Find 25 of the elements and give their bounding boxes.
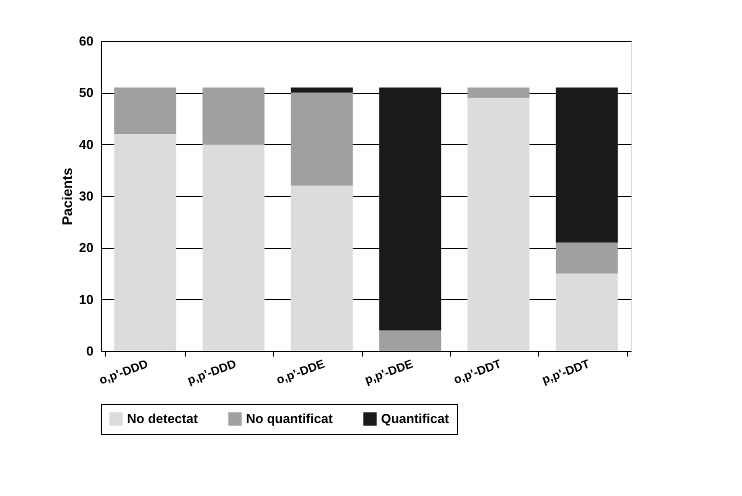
bar (114, 134, 176, 351)
bar (290, 88, 353, 93)
bar (468, 88, 530, 98)
legend-label: No detectat (127, 411, 198, 426)
legend-label: No quantificat (246, 411, 334, 426)
bar (556, 242, 618, 274)
bar (114, 88, 176, 134)
y-tick-label: 60 (79, 34, 94, 48)
y-tick-label: 50 (79, 85, 94, 100)
bar (379, 330, 442, 351)
bar (556, 274, 618, 351)
bar (556, 88, 618, 242)
y-tick-label: 40 (79, 136, 94, 152)
y-axis-title: Pacients (59, 167, 76, 226)
y-tick-label: 30 (79, 188, 94, 204)
bar (202, 88, 264, 144)
y-tick-label: 20 (79, 240, 94, 256)
bar (290, 186, 353, 351)
y-tick-label: 10 (79, 292, 94, 307)
bar (468, 98, 530, 351)
bar (202, 144, 264, 351)
y-tick-label: 0 (86, 344, 94, 358)
legend-label: Quantificat (381, 411, 450, 426)
bar (290, 92, 353, 186)
bar (379, 88, 442, 330)
